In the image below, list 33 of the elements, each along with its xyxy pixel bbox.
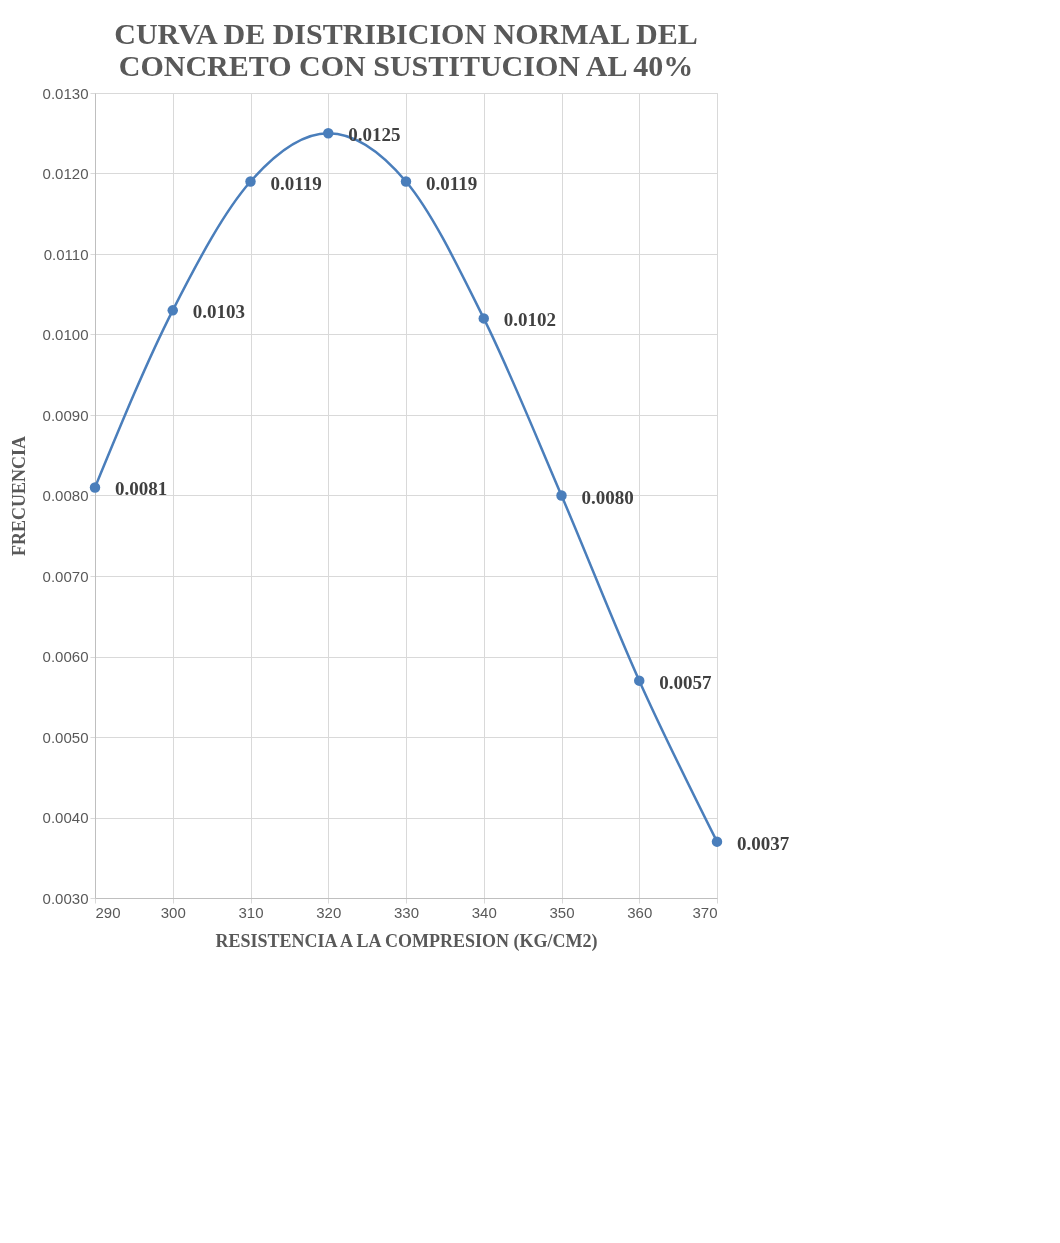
x-tick-label: 300 (160, 903, 186, 921)
y-tick-label: 0.0070 (42, 567, 89, 585)
x-tick-label: 310 (238, 903, 264, 921)
data-label: 0.0125 (348, 124, 401, 146)
y-tick-label: 0.0100 (42, 326, 89, 343)
y-tick-label: 0.0050 (42, 728, 89, 746)
text: CONCRETO CON SUSTITUCION AL 40% (118, 49, 694, 82)
data-label: 0.0080 (581, 486, 634, 508)
y-tick-label: 0.0110 (43, 245, 89, 263)
y-tick-label: 0.0040 (42, 809, 89, 826)
text: CURVA DE DISTRIBICION NORMAL DEL (114, 17, 698, 50)
y-tick-label: 0.0090 (42, 406, 89, 424)
x-tick-label: 370 (692, 903, 718, 921)
x-tick-label: 340 (471, 903, 497, 921)
x-tick-label: 320 (316, 903, 342, 921)
data-label: 0.0037 (737, 832, 790, 854)
data-label: 0.0119 (270, 172, 322, 194)
y-tick-label: 0.0060 (42, 648, 89, 665)
y-tick-label: 0.0120 (42, 165, 89, 182)
x-tick-label: 360 (627, 903, 653, 921)
data-label: 0.0119 (426, 172, 478, 194)
y-axis-title: FRECUENCIA (8, 435, 29, 557)
data-label: 0.0057 (659, 671, 712, 693)
data-label: 0.0081 (115, 478, 168, 500)
y-tick-label: 0.0080 (42, 487, 89, 504)
x-tick-label: 330 (393, 903, 420, 921)
data-label: 0.0102 (503, 309, 556, 331)
y-tick-label: 0.0030 (42, 889, 89, 907)
data-label: 0.0103 (192, 301, 245, 323)
x-tick-label: 290 (95, 903, 121, 921)
x-tick-label: 350 (549, 903, 575, 921)
y-tick-label: 0.0130 (42, 84, 89, 102)
x-axis-title: RESISTENCIA A LA COMPRESION (KG/CM2) (215, 930, 598, 952)
